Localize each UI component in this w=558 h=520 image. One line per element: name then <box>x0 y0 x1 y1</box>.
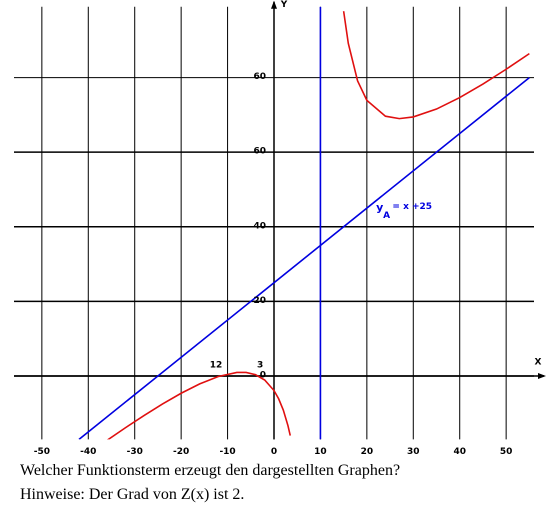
y-tick-label: 40 <box>253 221 266 231</box>
x-tick-label: -50 <box>34 447 50 457</box>
x-tick-label: 0 <box>271 447 277 457</box>
annotation: 12 <box>210 360 223 370</box>
x-arrow <box>538 372 546 379</box>
curve <box>106 11 530 440</box>
curve <box>78 76 530 440</box>
chart: -50 -40 -30 -20 -10 0 10 20 30 40 50 0 20 40 60 60 X Y 12 3… <box>14 0 546 457</box>
question-line: Hinweise: Der Grad von Z(x) ist 2. <box>20 486 245 503</box>
question-line: Welcher Funktionsterm erzeugt den darges… <box>20 462 401 479</box>
y-tick-label: 0 <box>260 370 266 380</box>
x-tick-label: -30 <box>127 447 143 457</box>
y-tick-label: 20 <box>253 296 266 306</box>
line-label-equation: = x +25 <box>392 202 432 212</box>
x-tick-label: -10 <box>219 447 235 457</box>
line-label: y <box>376 201 383 214</box>
y-tick-label: 60 <box>253 147 266 157</box>
x-tick-label: -20 <box>173 447 189 457</box>
x-tick-label: 10 <box>314 447 327 457</box>
x-tick-label: 40 <box>453 447 466 457</box>
y-tick-label: 60 <box>253 72 266 82</box>
x-tick-label: 30 <box>407 447 420 457</box>
x-tick-label: 20 <box>361 447 374 457</box>
line-label-subscript: A <box>383 211 390 221</box>
annotation: 3 <box>257 360 263 370</box>
x-axis-label: X <box>535 357 542 367</box>
x-tick-label: -40 <box>80 447 96 457</box>
y-arrow <box>271 0 277 9</box>
x-tick-label: 50 <box>500 447 513 457</box>
y-axis-label: Y <box>280 0 288 10</box>
